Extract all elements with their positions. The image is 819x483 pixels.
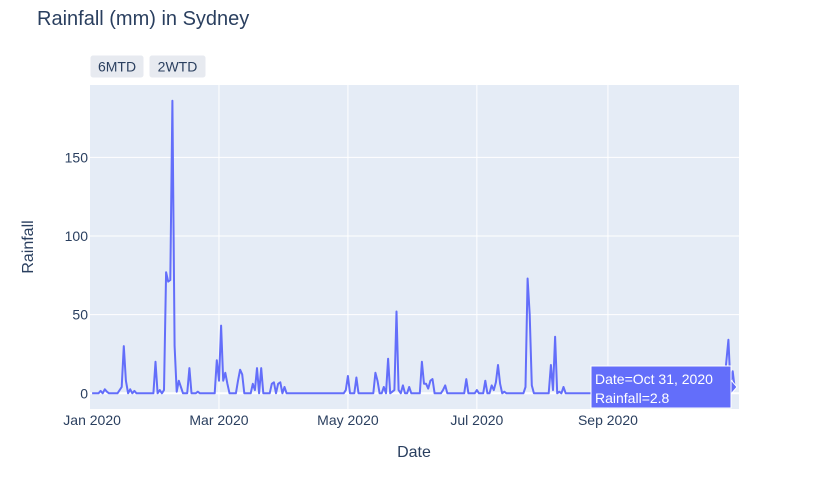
y-tick-label: 0: [80, 385, 88, 401]
hover-label: Date=Oct 31, 2020 Rainfall=2.8: [590, 365, 738, 409]
x-axis-title: Date: [397, 444, 431, 461]
y-axis-ticks: 0 50 100 150: [65, 149, 89, 401]
range-button-6mtd-bg: [89, 54, 145, 79]
hover-label-box: [590, 365, 732, 409]
y-tick-label: 150: [65, 149, 89, 165]
range-button-2wtd-bg: [148, 54, 207, 79]
range-button-2wtd[interactable]: 2WTD: [148, 54, 207, 79]
range-button-6mtd-label: 6MTD: [98, 59, 136, 75]
x-tick-label: Jul 2020: [450, 412, 503, 428]
x-axis-ticks: Jan 2020 Mar 2020 May 2020 Jul 2020 Sep 2020: [63, 412, 638, 428]
hover-label-value: Rainfall=2.8: [595, 390, 670, 406]
x-tick-label: Mar 2020: [189, 412, 248, 428]
plot-area[interactable]: [90, 85, 739, 409]
range-selector: 6MTD 2WTD: [89, 54, 207, 79]
range-button-2wtd-label: 2WTD: [158, 59, 198, 75]
range-button-6mtd[interactable]: 6MTD: [89, 54, 145, 79]
chart-title: Rainfall (mm) in Sydney: [37, 8, 249, 30]
x-tick-label: Sep 2020: [578, 412, 638, 428]
rainfall-series-line[interactable]: [92, 99, 736, 395]
hover-label-date: Date=Oct 31, 2020: [595, 371, 713, 387]
y-tick-label: 100: [65, 228, 89, 244]
y-tick-label: 50: [72, 307, 88, 323]
y-axis-title: Rainfall: [20, 220, 37, 273]
x-tick-label: Jan 2020: [63, 412, 121, 428]
x-tick-label: May 2020: [317, 412, 379, 428]
hover-label-arrow: [730, 378, 738, 396]
